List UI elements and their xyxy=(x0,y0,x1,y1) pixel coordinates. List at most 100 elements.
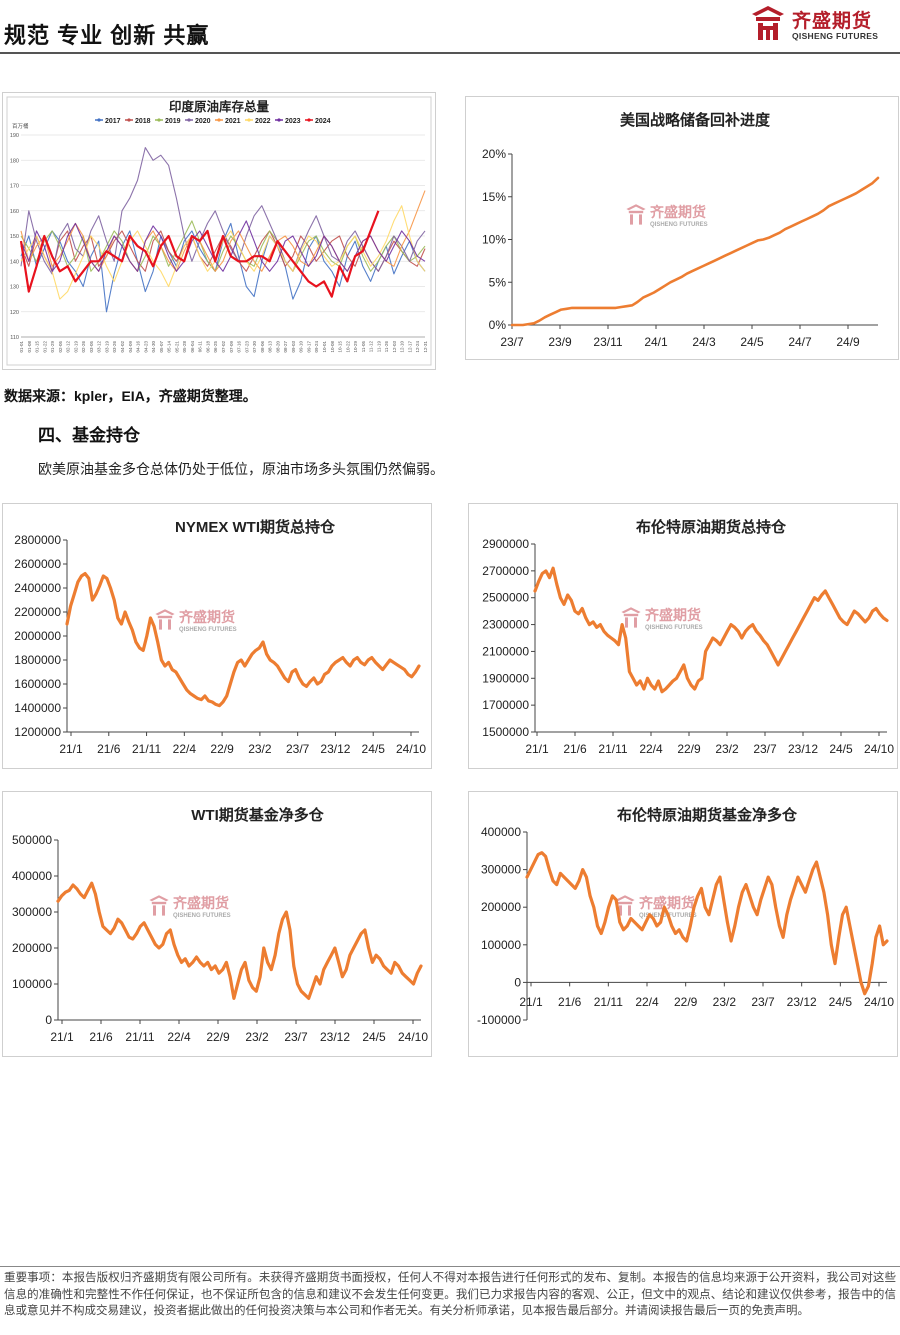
x-tick-label: 22/9 xyxy=(677,742,701,756)
logo-english-name: QISHENG FUTURES xyxy=(792,31,879,41)
x-tick-label: 21/1 xyxy=(525,742,549,756)
x-tick-label: 08-27 xyxy=(283,341,288,353)
wti-net-long-chart-panel: WTI期货基金净多仓 0 100000 200000 300000 400000 50000… xyxy=(2,791,432,1057)
x-tick-label: 06-04 xyxy=(190,341,195,353)
y-tick-label: -100000 xyxy=(477,1013,521,1027)
chart-title: 布伦特原油期货总持仓 xyxy=(636,518,787,536)
x-tick-label: 12-17 xyxy=(407,341,412,353)
x-tick-label: 24/9 xyxy=(836,335,860,349)
legend-marker xyxy=(217,118,221,122)
y-tick-label: 0% xyxy=(489,318,507,332)
series-line xyxy=(19,210,380,298)
y-tick-label: 190 xyxy=(10,133,19,139)
series-line xyxy=(20,147,426,275)
legend-label: 2018 xyxy=(135,118,151,125)
x-tick-label: 09-10 xyxy=(299,341,304,353)
y-tick-label: 180 xyxy=(10,158,19,164)
x-tick-label: 21/1 xyxy=(59,742,83,756)
y-tick-label: 130 xyxy=(10,285,19,291)
x-tick-label: 03-05 xyxy=(89,341,94,353)
x-tick-label: 24/5 xyxy=(829,995,853,1009)
page-slogan: 规范 专业 创新 共赢 xyxy=(4,23,210,48)
y-tick-label: 1200000 xyxy=(14,725,61,739)
y-tick-label: 10% xyxy=(482,233,506,247)
chart-title: 美国战略储备回补进度 xyxy=(620,111,771,129)
x-tick-label: 08-20 xyxy=(275,341,280,353)
legend-marker xyxy=(187,118,191,122)
y-tick-label: 2500000 xyxy=(482,591,529,605)
y-tick-label: 160 xyxy=(10,209,19,215)
y-tick-label: 500000 xyxy=(12,833,52,847)
x-tick-label: 22/4 xyxy=(635,995,659,1009)
watermark-cn: 齐盛期货 xyxy=(639,895,695,911)
wti-open-interest-chart: NYMEX WTI期货总持仓 1200000 1400000 1600000 18000… xyxy=(14,518,426,756)
watermark-logo-icon xyxy=(149,895,169,916)
x-tick-label: 24/10 xyxy=(396,742,426,756)
india-inventory-chart-panel: 印度原油库存总量 百万桶 2017 2018 2019 2020 2021 2022 2023 2… xyxy=(2,92,436,370)
watermark-logo: 齐盛期货 QISHENG FUTURES xyxy=(155,609,237,633)
x-tick-label: 11-12 xyxy=(369,341,374,353)
x-tick-label: 23/7 xyxy=(753,742,777,756)
legend-marker xyxy=(97,118,101,122)
legend-label: 2021 xyxy=(225,118,241,125)
x-tick-label: 24/5 xyxy=(362,742,386,756)
watermark-en: QISHENG FUTURES xyxy=(650,222,708,228)
x-tick-label: 12-10 xyxy=(400,341,405,353)
x-tick-label: 01-15 xyxy=(35,341,40,353)
x-tick-label: 03-26 xyxy=(112,341,117,353)
x-tick-label: 24/7 xyxy=(788,335,812,349)
legend-label: 2019 xyxy=(165,118,181,125)
y-tick-label: 150 xyxy=(10,234,19,240)
qisheng-logo-icon xyxy=(752,6,784,40)
watermark-logo: 齐盛期货 QISHENG FUTURES xyxy=(149,895,231,919)
logo-chinese-name: 齐盛期货 xyxy=(792,11,873,32)
x-tick-label: 23/2 xyxy=(248,742,272,756)
y-tick-label: 5% xyxy=(489,275,507,289)
y-tick-label: 15% xyxy=(482,190,506,204)
x-tick-label: 24/10 xyxy=(864,742,894,756)
x-tick-label: 21/11 xyxy=(594,995,623,1009)
brent-net-long-chart: 布伦特原油期货基金净多仓 -100000 0 100000 200000 300000 40… xyxy=(477,806,894,1027)
y-tick-label: 0 xyxy=(45,1013,52,1027)
series-line xyxy=(56,881,423,1000)
y-tick-label: 2200000 xyxy=(14,605,61,619)
series-line xyxy=(20,220,426,272)
x-tick-label: 24/10 xyxy=(398,1030,428,1044)
x-tick-label: 24/1 xyxy=(644,335,668,349)
y-tick-label: 1900000 xyxy=(482,671,529,685)
x-tick-label: 22/9 xyxy=(206,1030,230,1044)
x-tick-label: 22/9 xyxy=(674,995,698,1009)
x-tick-label: 09-24 xyxy=(314,341,319,353)
brent-open-interest-chart: 布伦特原油期货总持仓 1500000 1700000 1900000 2100000 23… xyxy=(482,518,894,756)
y-tick-label: 2900000 xyxy=(482,537,529,551)
watermark-logo-icon xyxy=(626,204,646,225)
x-tick-label: 23/12 xyxy=(788,742,818,756)
watermark-en: QISHENG FUTURES xyxy=(173,913,231,919)
watermark-cn: 齐盛期货 xyxy=(173,895,229,911)
x-tick-label: 24/10 xyxy=(864,995,894,1009)
x-tick-label: 22/4 xyxy=(639,742,663,756)
x-tick-label: 03-19 xyxy=(104,341,109,353)
x-tick-label: 22/4 xyxy=(167,1030,191,1044)
legend-label: 2020 xyxy=(195,118,211,125)
y-tick-label: 200000 xyxy=(481,900,521,914)
x-tick-label: 04-02 xyxy=(120,341,125,353)
x-tick-label: 23/2 xyxy=(245,1030,269,1044)
x-tick-label: 23/12 xyxy=(320,742,350,756)
data-source-note: 数据来源：kpler，EIA，齐盛期货整理。 xyxy=(4,388,257,404)
x-tick-label: 02-19 xyxy=(73,341,78,353)
x-tick-label: 24/5 xyxy=(829,742,853,756)
x-tick-label: 06-18 xyxy=(205,341,210,353)
x-tick-label: 12-31 xyxy=(423,341,428,353)
x-tick-label: 21/11 xyxy=(598,742,627,756)
y-tick-label: 1800000 xyxy=(14,653,61,667)
chart-frame xyxy=(6,96,432,366)
x-tick-label: 02-05 xyxy=(58,341,63,353)
x-tick-label: 05-28 xyxy=(182,341,187,353)
y-tick-label: 1400000 xyxy=(14,701,61,715)
watermark-cn: 齐盛期货 xyxy=(179,609,235,625)
legend-marker xyxy=(247,118,251,122)
x-tick-label: 01-01 xyxy=(19,341,24,353)
x-tick-label: 04-09 xyxy=(128,341,133,353)
chart-title: 印度原油库存总量 xyxy=(169,99,270,114)
